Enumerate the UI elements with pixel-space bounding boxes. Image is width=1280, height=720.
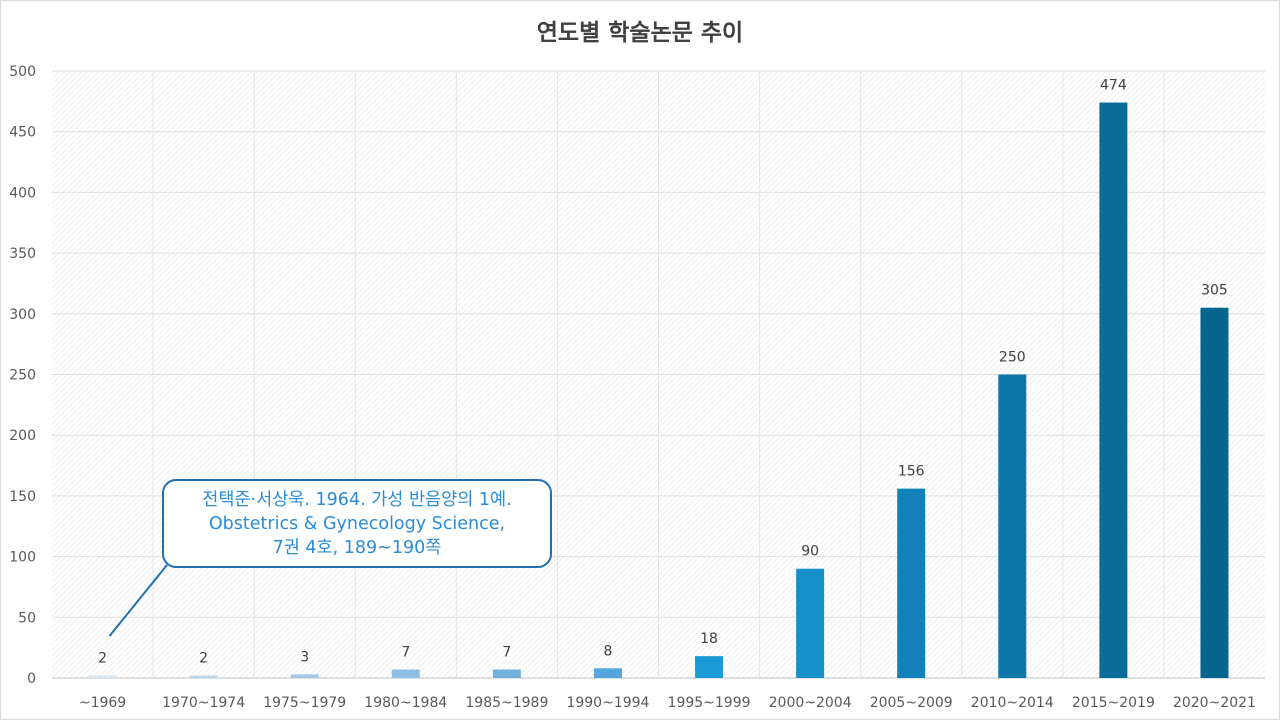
x-tick-label: 2005~2009 xyxy=(870,695,953,711)
callout-line-3: 7권 4호, 189~190쪽 xyxy=(272,538,442,558)
data-label: 90 xyxy=(801,544,819,560)
y-tick-label: 450 xyxy=(9,125,36,141)
y-tick-label: 250 xyxy=(9,368,36,384)
callout-pointer xyxy=(108,564,168,637)
data-label: 2 xyxy=(98,651,107,667)
data-label: 7 xyxy=(401,645,410,661)
callout-line-1: 전택준·서상욱. 1964. 가성 반음양의 1예. xyxy=(202,490,512,510)
y-tick-label: 400 xyxy=(9,185,36,201)
x-tick-label: 1995~1999 xyxy=(668,695,751,711)
x-tick-label: 2015~2019 xyxy=(1072,695,1155,711)
x-tick-label: ~1969 xyxy=(79,695,126,711)
data-label: 18 xyxy=(700,631,718,647)
data-label: 156 xyxy=(898,464,925,480)
bar xyxy=(88,675,117,678)
data-label: 8 xyxy=(603,643,612,659)
data-label: 3 xyxy=(300,649,309,665)
bar xyxy=(290,674,319,678)
bar xyxy=(796,568,825,678)
y-tick-label: 350 xyxy=(9,246,36,262)
bar xyxy=(998,374,1027,678)
x-tick-label: 2020~2021 xyxy=(1173,695,1256,711)
citation-callout: 전택준·서상욱. 1964. 가성 반음양의 1예. Obstetrics & … xyxy=(162,479,552,568)
data-label: 250 xyxy=(999,350,1026,366)
bar xyxy=(189,675,218,678)
y-tick-label: 150 xyxy=(9,489,36,505)
x-tick-label: 1970~1974 xyxy=(162,695,245,711)
data-label: 474 xyxy=(1100,78,1127,94)
x-tick-label: 2000~2004 xyxy=(769,695,852,711)
bar xyxy=(391,669,420,678)
y-tick-label: 0 xyxy=(27,671,36,687)
bar xyxy=(695,656,724,678)
bar xyxy=(593,668,622,678)
bar xyxy=(492,669,521,678)
x-tick-label: 1975~1979 xyxy=(263,695,346,711)
x-tick-label: 1990~1994 xyxy=(566,695,649,711)
y-tick-label: 200 xyxy=(9,428,36,444)
data-label: 2 xyxy=(199,651,208,667)
chart-title: 연도별 학술논문 추이 xyxy=(537,20,743,46)
x-tick-label: 1980~1984 xyxy=(364,695,447,711)
y-tick-label: 500 xyxy=(9,64,36,80)
y-tick-label: 100 xyxy=(9,550,36,566)
y-tick-label: 300 xyxy=(9,307,36,323)
callout-line-2: Obstetrics & Gynecology Science, xyxy=(208,514,506,534)
data-label: 305 xyxy=(1201,283,1228,299)
bar xyxy=(1200,307,1229,678)
x-tick-label: 2010~2014 xyxy=(971,695,1054,711)
bar xyxy=(1099,102,1128,678)
x-tick-label: 1985~1989 xyxy=(465,695,548,711)
y-tick-label: 50 xyxy=(18,610,36,626)
data-label: 7 xyxy=(502,645,511,661)
bar xyxy=(897,488,926,678)
